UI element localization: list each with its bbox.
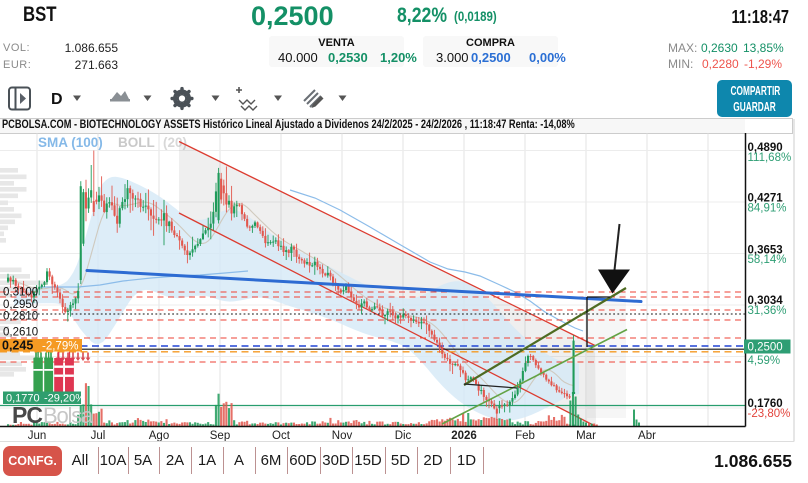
- svg-text:-2,79%: -2,79%: [42, 341, 78, 353]
- svg-text:-29,20%: -29,20%: [44, 393, 85, 405]
- svg-text:0,2610: 0,2610: [3, 327, 38, 339]
- svg-text:0,2500: 0,2500: [748, 342, 783, 354]
- svg-text:Jun: Jun: [28, 430, 47, 442]
- svg-text:111,68%: 111,68%: [748, 152, 792, 164]
- svg-text:Mar: Mar: [576, 430, 596, 442]
- svg-text:-23,80%: -23,80%: [748, 408, 791, 420]
- svg-text:58,14%: 58,14%: [748, 254, 787, 266]
- svg-text:Jul: Jul: [91, 430, 106, 442]
- svg-text:0,2950: 0,2950: [3, 299, 38, 311]
- svg-text:Abr: Abr: [638, 430, 656, 442]
- svg-text:Nov: Nov: [332, 430, 353, 442]
- svg-text:PC: PC: [12, 402, 42, 428]
- svg-text:2026: 2026: [451, 430, 477, 442]
- svg-text:Ago: Ago: [149, 430, 169, 442]
- svg-text:0,1760: 0,1760: [748, 398, 783, 410]
- svg-text:0,3653: 0,3653: [748, 245, 783, 257]
- svg-text:84,91%: 84,91%: [748, 203, 787, 215]
- svg-text:Oct: Oct: [272, 430, 291, 442]
- svg-text:31,36%: 31,36%: [748, 305, 787, 317]
- svg-text:0,1770: 0,1770: [6, 393, 40, 405]
- svg-text:0,4271: 0,4271: [748, 193, 784, 205]
- svg-text:Sep: Sep: [210, 430, 230, 442]
- svg-text:D: D: [51, 91, 63, 108]
- svg-text:Bolsa: Bolsa: [43, 403, 94, 428]
- svg-text:Dic: Dic: [395, 430, 412, 442]
- svg-text:0,245: 0,245: [2, 339, 33, 353]
- svg-text:Feb: Feb: [515, 430, 535, 442]
- svg-text:0,3034: 0,3034: [748, 295, 784, 307]
- svg-text:0,3100: 0,3100: [3, 287, 38, 299]
- svg-text:0,4890: 0,4890: [748, 142, 783, 154]
- svg-text:4,59%: 4,59%: [748, 355, 781, 367]
- svg-text:0,2810: 0,2810: [3, 311, 38, 323]
